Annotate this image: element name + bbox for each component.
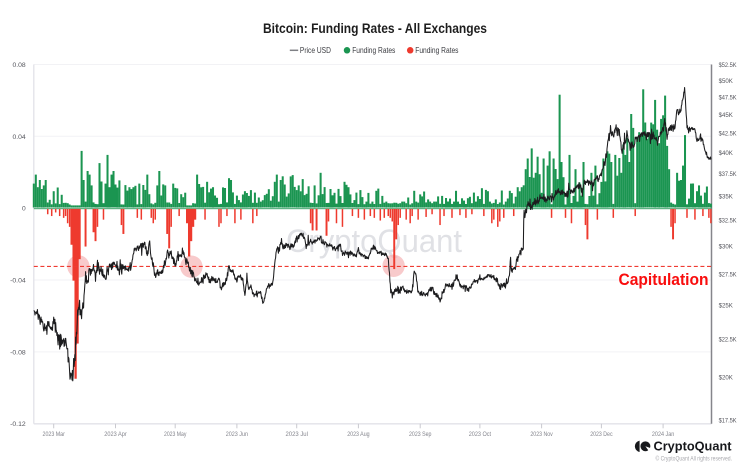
svg-text:2023 Mar: 2023 Mar (43, 431, 66, 438)
svg-text:0.08: 0.08 (13, 62, 26, 69)
svg-text:$27.5K: $27.5K (719, 271, 737, 278)
svg-text:2023 Nov: 2023 Nov (530, 431, 553, 438)
svg-text:2023 Oct: 2023 Oct (469, 431, 492, 438)
svg-text:2023 Dec: 2023 Dec (590, 431, 613, 438)
svg-text:2023 Apr: 2023 Apr (104, 431, 127, 438)
svg-text:$30K: $30K (719, 243, 734, 250)
svg-text:Capitulation: Capitulation (619, 271, 709, 289)
svg-text:$50K: $50K (719, 78, 734, 85)
svg-text:Funding Rates: Funding Rates (415, 46, 458, 55)
svg-text:$35K: $35K (719, 193, 734, 200)
svg-text:Funding Rates: Funding Rates (352, 46, 395, 55)
svg-text:0: 0 (22, 206, 26, 213)
svg-text:$25K: $25K (719, 302, 734, 309)
svg-text:$42.5K: $42.5K (719, 131, 737, 138)
svg-text:Bitcoin: Funding Rates - All E: Bitcoin: Funding Rates - All Exchanges (263, 21, 487, 37)
svg-text:$32.5K: $32.5K (719, 217, 737, 224)
svg-text:$37.5K: $37.5K (719, 171, 737, 178)
svg-text:2024 Jan: 2024 Jan (652, 431, 675, 438)
svg-text:$40K: $40K (719, 150, 734, 157)
svg-text:2023 Sep: 2023 Sep (409, 431, 432, 438)
svg-text:2023 Jun: 2023 Jun (226, 431, 249, 438)
svg-text:2023 Aug: 2023 Aug (347, 431, 370, 438)
svg-text:2023 May: 2023 May (164, 431, 187, 438)
svg-text:Price USD: Price USD (300, 46, 331, 55)
svg-text:2023 Jul: 2023 Jul (286, 431, 309, 438)
svg-text:$52.5K: $52.5K (719, 62, 737, 69)
svg-text:$47.5K: $47.5K (719, 95, 737, 102)
svg-text:CryptoQuant: CryptoQuant (654, 439, 733, 453)
svg-text:$45K: $45K (719, 112, 734, 119)
svg-text:-0.08: -0.08 (10, 349, 26, 356)
svg-text:$20K: $20K (719, 375, 734, 382)
svg-text:-0.12: -0.12 (10, 421, 26, 428)
svg-text:-0.04: -0.04 (10, 277, 26, 284)
svg-text:0.04: 0.04 (13, 134, 26, 141)
svg-text:© CryptoQuant All rights reser: © CryptoQuant All rights reserved. (656, 455, 733, 463)
svg-text:$22.5K: $22.5K (719, 336, 737, 343)
svg-text:$17.5K: $17.5K (719, 418, 737, 425)
